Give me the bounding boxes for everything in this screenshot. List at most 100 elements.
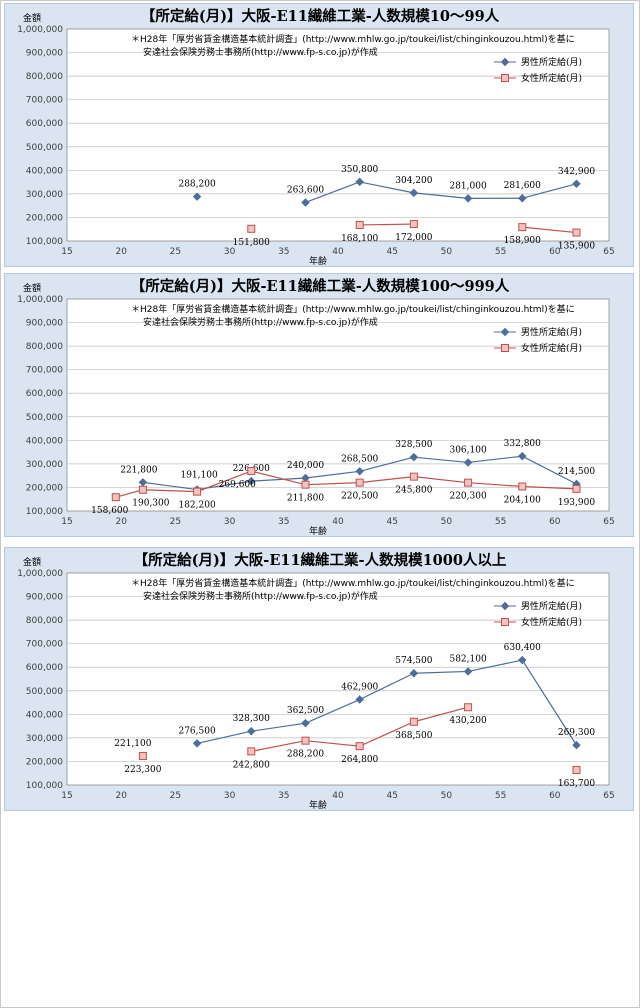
y-tick-label: 700,000 bbox=[26, 96, 63, 106]
female-data-label: 211,800 bbox=[287, 494, 324, 504]
x-tick-label: 30 bbox=[224, 247, 236, 257]
female-point bbox=[572, 228, 581, 237]
male-series-segment bbox=[251, 722, 306, 732]
chart-svg-3: 100,000 200,000 300,000 400,000 500,000 600,0… bbox=[17, 551, 615, 811]
female-data-label: 220,500 bbox=[341, 492, 378, 502]
male-point bbox=[247, 726, 256, 736]
male-point bbox=[355, 177, 364, 187]
female-series-segment bbox=[413, 476, 469, 484]
x-tick-label: 20 bbox=[115, 247, 127, 257]
x-axis-label: 年齢 bbox=[309, 799, 327, 811]
male-point bbox=[301, 198, 310, 207]
female-point bbox=[247, 224, 256, 233]
x-tick-label: 65 bbox=[603, 791, 614, 801]
legend-marker-female bbox=[501, 618, 509, 626]
plot-area bbox=[66, 572, 610, 786]
x-tick-label: 20 bbox=[115, 791, 127, 801]
y-tick-label: 500,000 bbox=[26, 687, 63, 697]
x-tick-label: 65 bbox=[603, 247, 614, 257]
female-data-label: 158,600 bbox=[91, 506, 128, 516]
x-tick-label: 30 bbox=[224, 791, 236, 801]
y-tick-label: 100,000 bbox=[26, 507, 63, 517]
y-tick-label: 600,000 bbox=[26, 119, 63, 129]
female-point bbox=[247, 467, 256, 476]
female-data-label: 245,800 bbox=[395, 486, 432, 496]
x-tick-label: 35 bbox=[278, 517, 289, 527]
source-note-line1: ＊H28年「厚労省賃金構造基本統計調査」(http://www.mhlw.go.… bbox=[131, 33, 575, 45]
female-series-segment bbox=[115, 489, 144, 498]
male-series-segment bbox=[305, 181, 360, 204]
female-series-segment bbox=[305, 482, 360, 486]
y-tick-label: 600,000 bbox=[26, 663, 63, 673]
female-series-segment bbox=[359, 223, 414, 226]
male-series-segment bbox=[522, 183, 577, 199]
male-data-label: 269,300 bbox=[558, 728, 595, 738]
chart-panel-2: 100,000 200,000 300,000 400,000 500,000 600,0… bbox=[4, 273, 634, 537]
x-tick-label: 40 bbox=[332, 517, 344, 527]
y-tick-label: 100,000 bbox=[26, 781, 63, 791]
male-data-label: 268,500 bbox=[341, 454, 378, 464]
male-point bbox=[138, 478, 148, 487]
male-point bbox=[355, 467, 364, 476]
x-tick-label: 60 bbox=[549, 247, 561, 257]
chart-title: 【所定給(月)】大阪-E11繊維工業-人数規模10～99人 bbox=[141, 7, 500, 25]
x-tick-label: 25 bbox=[170, 791, 181, 801]
legend-entry-female: 女性所定給(月) bbox=[521, 616, 582, 628]
x-tick-label: 15 bbox=[61, 517, 72, 527]
male-series-segment bbox=[522, 455, 577, 485]
y-tick-label: 100,000 bbox=[26, 237, 63, 247]
source-note-line2: 安達社会保険労務士事務所(http://www.fp-s.co.jp)が作成 bbox=[143, 46, 378, 58]
plot-area bbox=[66, 28, 610, 242]
male-point bbox=[301, 718, 310, 728]
female-data-label: 163,700 bbox=[558, 779, 595, 789]
female-data-label: 172,000 bbox=[395, 233, 432, 243]
male-data-label: 281,000 bbox=[449, 181, 486, 191]
y-tick-label: 900,000 bbox=[26, 319, 63, 329]
legend-entry-male: 男性所定給(月) bbox=[521, 326, 582, 338]
male-data-label: 288,200 bbox=[178, 180, 215, 190]
y-tick-label: 200,000 bbox=[26, 483, 63, 493]
female-data-label: 151,800 bbox=[233, 238, 270, 248]
female-series-segment bbox=[359, 721, 415, 747]
female-point bbox=[111, 493, 120, 502]
female-data-label: 190,300 bbox=[132, 499, 169, 509]
y-tick-label: 300,000 bbox=[26, 190, 63, 200]
female-series-segment bbox=[142, 489, 198, 493]
x-tick-label: 25 bbox=[170, 517, 181, 527]
y-tick-label: 500,000 bbox=[26, 143, 63, 153]
male-series-segment bbox=[413, 192, 469, 199]
source-note-line2: 安達社会保険労務士事務所(http://www.fp-s.co.jp)が作成 bbox=[143, 316, 378, 328]
female-data-label: 158,900 bbox=[504, 236, 541, 246]
x-tick-label: 55 bbox=[495, 247, 506, 257]
legend-marker-female bbox=[501, 74, 509, 82]
extra-data-label: 223,300 bbox=[124, 765, 161, 775]
x-tick-label: 60 bbox=[549, 517, 561, 527]
female-point bbox=[409, 472, 418, 481]
x-tick-label: 30 bbox=[224, 517, 236, 527]
female-point bbox=[518, 223, 527, 232]
male-series-segment bbox=[359, 181, 414, 194]
y-tick-label: 900,000 bbox=[26, 49, 63, 59]
male-point bbox=[463, 194, 473, 203]
x-axis-label: 年齢 bbox=[309, 525, 327, 537]
male-data-label: 350,800 bbox=[341, 165, 378, 175]
female-data-label: 168,100 bbox=[341, 234, 378, 244]
x-tick-label: 40 bbox=[332, 247, 344, 257]
female-point bbox=[572, 765, 581, 774]
female-point bbox=[301, 480, 310, 489]
source-note-line1: ＊H28年「厚労省賃金構造基本統計調査」(http://www.mhlw.go.… bbox=[131, 577, 575, 589]
female-data-label: 264,800 bbox=[341, 755, 378, 765]
male-point bbox=[409, 188, 419, 198]
male-series-segment bbox=[413, 456, 469, 464]
female-series-segment bbox=[359, 476, 414, 484]
male-data-label: 281,600 bbox=[504, 181, 541, 191]
legend-marker-male bbox=[500, 327, 510, 337]
x-tick-label: 40 bbox=[332, 791, 344, 801]
male-data-label: 263,600 bbox=[287, 185, 324, 195]
female-point bbox=[572, 484, 581, 493]
female-point bbox=[301, 736, 310, 745]
male-data-label: 214,500 bbox=[558, 467, 595, 477]
female-point bbox=[409, 220, 418, 229]
female-point bbox=[355, 478, 364, 487]
female-data-label: 430,200 bbox=[449, 716, 486, 726]
